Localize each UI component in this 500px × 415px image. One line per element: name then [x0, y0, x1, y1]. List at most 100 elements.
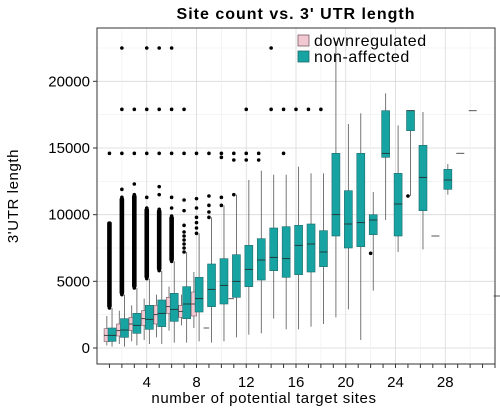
box-body: [145, 305, 154, 330]
outlier-point: [120, 151, 124, 156]
outlier-point: [232, 151, 236, 156]
outlier-point: [244, 107, 249, 112]
box-body: [207, 263, 216, 307]
box-non-affected-22: [368, 192, 378, 291]
legend-swatch-downregulated: [297, 34, 310, 47]
outlier-point: [182, 234, 186, 238]
outlier-point: [219, 195, 224, 200]
y-tick-label: 15000: [48, 140, 90, 157]
box-non-affected-6: [169, 261, 179, 343]
outlier-point: [207, 203, 211, 208]
box-non-affected-26: [418, 112, 428, 250]
outlier-point: [194, 226, 199, 230]
box-body: [232, 254, 241, 298]
box-body: [331, 153, 341, 237]
outlier-point: [207, 210, 211, 214]
outlier-cluster: [119, 197, 125, 295]
legend-label-non-affected: non-affected: [314, 49, 410, 66]
box-body: [294, 225, 303, 275]
outlier-point: [194, 151, 199, 156]
outlier-point: [207, 151, 211, 156]
outlier-point: [169, 151, 174, 156]
box-body: [344, 190, 353, 249]
outlier-point: [269, 46, 273, 50]
outlier-point: [157, 263, 161, 268]
box-body: [306, 223, 316, 273]
outlier-point: [132, 282, 137, 286]
box-non-affected-3: [132, 288, 142, 346]
outlier-point: [219, 203, 224, 208]
outliers: [107, 46, 410, 310]
box-body: [132, 313, 142, 334]
outlier-point: [120, 195, 124, 200]
outlier-point: [182, 151, 186, 156]
box-body: [219, 258, 229, 305]
box-non-affected-9: [207, 217, 216, 343]
box-body: [319, 230, 328, 267]
outlier-point: [182, 246, 186, 250]
outlier-point: [144, 206, 149, 210]
outlier-point: [194, 206, 199, 210]
outlier-point: [306, 107, 311, 112]
outlier-point: [169, 46, 174, 50]
box-body: [120, 318, 129, 338]
y-tick-label: 20000: [48, 73, 90, 90]
outlier-point: [157, 207, 161, 212]
box-body: [393, 173, 403, 237]
outlier-cluster: [107, 221, 112, 308]
legend: downregulated non-affected: [297, 33, 427, 66]
outlier-point: [319, 107, 323, 112]
outlier-point: [169, 214, 174, 218]
outlier-point: [169, 254, 174, 258]
outlier-point: [182, 230, 186, 234]
outlier-point: [144, 195, 149, 200]
legend-swatch-non-affected: [297, 50, 310, 63]
outlier-point: [256, 158, 261, 162]
outlier-point: [157, 151, 161, 156]
box-non-affected-7: [182, 252, 191, 343]
box-non-affected-8: [194, 233, 204, 342]
box-non-affected-12: [244, 180, 254, 335]
legend-label-downregulated: downregulated: [314, 33, 427, 50]
box-body: [443, 169, 453, 190]
box-non-affected-14: [269, 174, 279, 319]
y-tick-label: 5000: [57, 273, 90, 290]
y-tick-label: 10000: [48, 207, 90, 224]
outlier-point: [182, 242, 186, 246]
outlier-point: [194, 231, 199, 236]
y-axis-ticks: 0 5000 10000 15000 20000: [48, 73, 97, 357]
outlier-point: [232, 192, 236, 197]
outlier-point: [107, 300, 112, 305]
outlier-point: [107, 275, 112, 280]
outlier-point: [120, 46, 124, 50]
x-tick-label: 12: [238, 374, 255, 391]
x-axis-ticks: 4 8 12 16 20 24 28: [108, 364, 496, 391]
outlier-point: [169, 195, 174, 200]
outlier-point: [244, 158, 249, 162]
outlier-point: [232, 158, 236, 162]
box-non-affected-25: [406, 110, 415, 196]
x-tick-label: 24: [387, 374, 404, 391]
x-tick-label: 20: [337, 374, 354, 391]
box-body: [182, 286, 191, 319]
outlier-point: [194, 196, 199, 201]
box-non-affected-11: [232, 194, 241, 338]
box-non-affected-28: [443, 164, 453, 195]
outlier-point: [107, 151, 112, 156]
outlier-point: [132, 182, 137, 186]
box-non-affected-1: [107, 308, 117, 347]
outlier-point: [120, 284, 124, 289]
box-non-affected-20: [344, 124, 353, 310]
outlier-point: [120, 187, 124, 192]
box-non-affected-24: [393, 125, 403, 252]
outlier-point: [107, 306, 112, 310]
box-non-affected-21: [356, 113, 366, 340]
outlier-point: [219, 155, 224, 160]
outlier-point: [182, 107, 186, 112]
box-non-affected-10: [219, 205, 229, 342]
box-body: [418, 145, 428, 211]
outlier-point: [132, 286, 137, 290]
outlier-point: [157, 192, 161, 197]
box-body: [244, 245, 254, 287]
